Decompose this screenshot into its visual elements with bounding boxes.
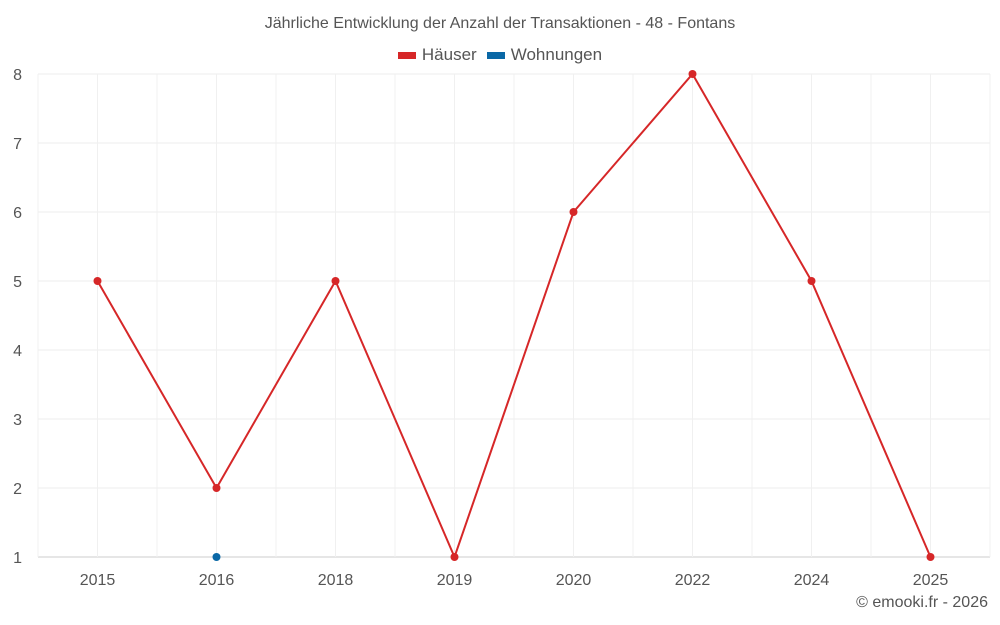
- x-tick-label: 2024: [794, 572, 830, 589]
- series-line-0: [96, 72, 932, 560]
- chart-title: Jährliche Entwicklung der Anzahl der Tra…: [264, 15, 736, 32]
- x-tick-label: 2025: [913, 572, 949, 589]
- data-point-0-2025: [926, 553, 935, 561]
- credit: © emooki.fr - 2026: [856, 594, 988, 611]
- data-point-0-2018: [331, 277, 340, 285]
- legend-label: Häuser: [421, 45, 477, 64]
- x-tick-label: 2022: [675, 572, 711, 589]
- data-point-0-2019: [450, 553, 459, 561]
- x-tick-label: 2016: [199, 572, 235, 589]
- x-tick-label: 2019: [437, 572, 473, 589]
- y-tick-label: 7: [13, 136, 22, 153]
- legend-label: Wohnungen: [510, 45, 603, 64]
- x-tick-label: 2020: [556, 572, 592, 589]
- y-tick-label: 1: [13, 550, 22, 567]
- legend: Häuser Wohnungen: [0, 45, 1000, 65]
- data-point-0-2024: [807, 277, 816, 285]
- legend-swatch-wohnungen: [486, 51, 505, 59]
- y-tick-label: 2: [13, 481, 22, 498]
- y-tick-label: 6: [13, 205, 22, 222]
- y-tick-label: 3: [13, 412, 22, 429]
- x-tick-label: 2015: [80, 572, 116, 589]
- y-tick-label: 5: [13, 274, 22, 291]
- y-tick-label: 8: [13, 67, 22, 84]
- data-point-0-2022: [688, 70, 697, 78]
- y-tick-label: 4: [13, 343, 22, 360]
- legend-item-haeuser[interactable]: Häuser: [397, 45, 477, 65]
- x-tick-label: 2018: [318, 572, 354, 589]
- data-point-0-2020: [569, 208, 578, 216]
- data-point-0-2015: [93, 277, 102, 285]
- data-point-1-2016: [212, 553, 221, 561]
- legend-swatch-haeuser: [397, 51, 416, 59]
- data-point-0-2016: [212, 484, 221, 492]
- legend-item-wohnungen[interactable]: Wohnungen: [486, 45, 603, 65]
